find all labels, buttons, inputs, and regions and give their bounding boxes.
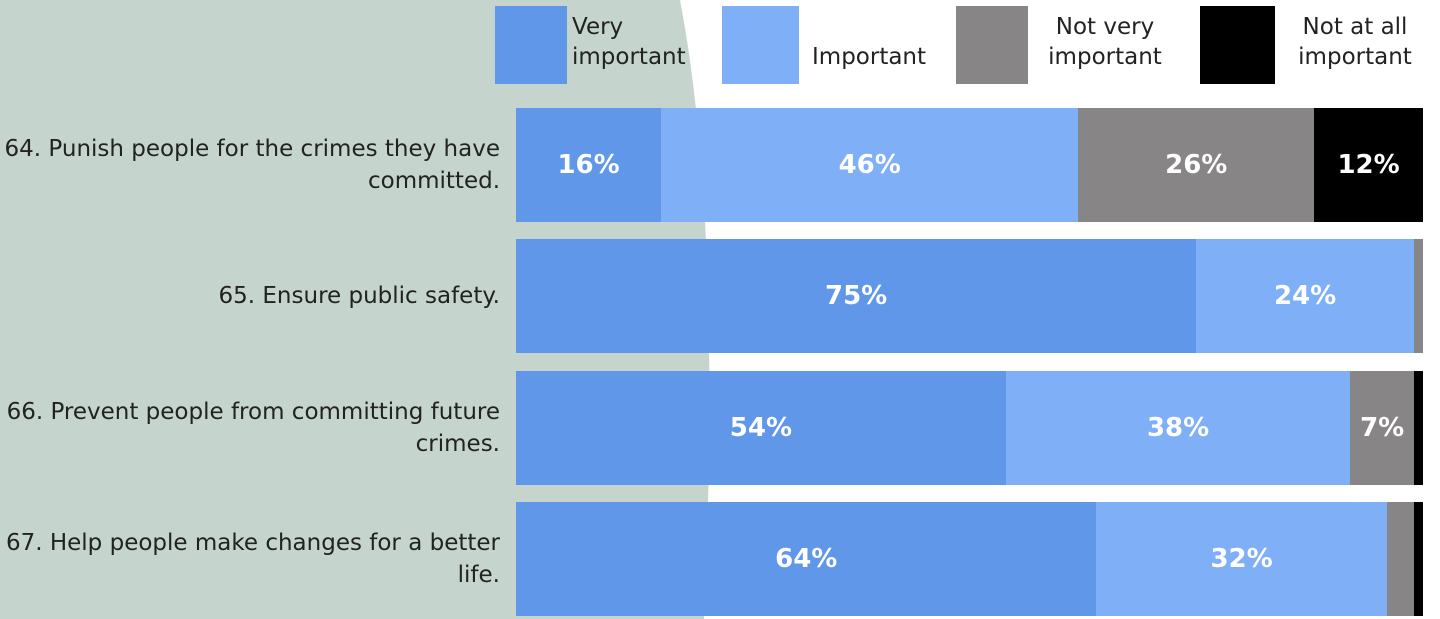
value-label: 38% [1146,413,1210,443]
value-label: 12% [1337,150,1400,180]
category-label: 64. Punish people for the crimes they ha… [0,108,500,222]
category-text: 67. Help people make changes for a bette… [5,530,500,588]
bar-segment: 7% [1350,371,1414,485]
legend-label: Very important [572,14,686,70]
legend-label: Not very important [1048,14,1162,70]
value-label: 24% [1273,281,1337,311]
bar-segment: 46% [661,108,1079,222]
bar-segment: 26% [1078,108,1315,222]
value-label: 16% [557,150,620,180]
legend-swatch [956,6,1028,84]
bar-segment [1413,502,1423,616]
bar-segment: 12% [1314,108,1423,222]
value-label: 26% [1165,150,1228,180]
legend-swatch [495,6,567,84]
category-label: 65. Ensure public safety. [0,239,500,353]
bar-segment: 24% [1196,239,1414,353]
legend-swatch [1200,6,1275,84]
value-label: 54% [729,413,792,443]
bar-segment: 16% [516,108,662,222]
bar-segment [1413,239,1423,353]
category-text: 65. Ensure public safety. [218,283,500,309]
bar-segment: 75% [516,239,1197,353]
value-label: 75% [825,281,888,311]
bar-segment [1413,371,1423,485]
category-text: 66. Prevent people from committing futur… [6,399,500,457]
legend-swatch [722,6,799,84]
bar-segment [1386,502,1414,616]
bar-segment: 54% [516,371,1006,485]
value-label: 64% [775,544,838,574]
category-text: 64. Punish people for the crimes they ha… [4,136,500,194]
category-label: 67. Help people make changes for a bette… [0,502,500,616]
value-label: 46% [838,150,901,180]
bar-segment: 38% [1005,371,1351,485]
category-label: 66. Prevent people from committing futur… [0,371,500,485]
value-label: 32% [1210,544,1273,574]
bar-segment: 64% [516,502,1097,616]
bar-segment: 32% [1096,502,1387,616]
value-label: 7% [1360,413,1405,443]
legend-label: Important [812,44,927,70]
legend-label: Not at all important [1298,14,1412,70]
